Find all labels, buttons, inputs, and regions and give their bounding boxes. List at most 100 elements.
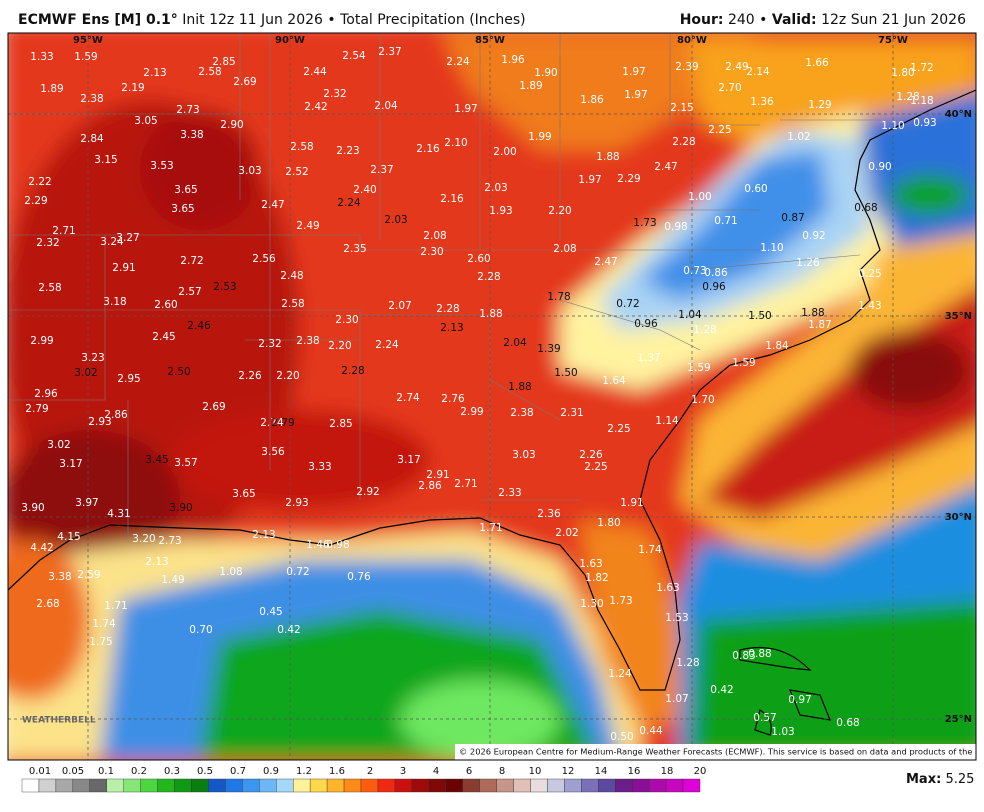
legend-tick: 0.3 (164, 766, 180, 777)
color-swatch (208, 778, 226, 793)
station-value: 2.49 (725, 61, 748, 73)
station-value: 3.24 (100, 236, 124, 248)
station-value: 2.30 (335, 314, 358, 326)
station-value: 2.37 (378, 46, 401, 58)
color-swatch (55, 778, 74, 793)
station-value: 2.76 (441, 393, 465, 405)
station-value: 2.71 (454, 478, 477, 490)
station-value: 2.00 (493, 146, 516, 158)
max-value: 5.25 (945, 772, 974, 787)
lon-label: 95°W (73, 35, 103, 46)
station-value: 2.37 (370, 164, 393, 176)
station-value: 1.97 (624, 89, 647, 101)
station-value: 0.83 (732, 650, 755, 662)
station-value: 1.80 (597, 517, 620, 529)
station-value: 2.53 (213, 281, 236, 293)
station-value: 2.15 (670, 102, 693, 114)
station-value: 2.54 (342, 50, 366, 62)
color-swatch (530, 778, 548, 793)
station-value: 1.59 (732, 357, 755, 369)
station-value: 1.39 (537, 343, 560, 355)
station-value: 1.91 (620, 497, 643, 509)
map-frame (7, 32, 977, 761)
legend-tick: 0.7 (230, 766, 246, 777)
station-value: 2.93 (285, 497, 308, 509)
station-value: 3.90 (21, 502, 44, 514)
station-value: 0.57 (753, 712, 776, 724)
station-value: 1.93 (489, 205, 512, 217)
station-value: 2.85 (212, 56, 235, 68)
station-value: 2.22 (28, 176, 51, 188)
legend-tick: 20 (694, 766, 707, 777)
station-value: 4.15 (57, 531, 80, 543)
station-value: 3.02 (74, 367, 97, 379)
station-value: 0.72 (286, 566, 309, 578)
lon-label: 80°W (677, 35, 707, 46)
station-value: 2.03 (484, 182, 507, 194)
color-swatch (411, 778, 430, 793)
station-value: 1.18 (910, 95, 933, 107)
station-value: 0.87 (781, 212, 804, 224)
station-value: 2.79 (271, 417, 294, 429)
station-value: 2.84 (80, 133, 104, 145)
station-value: 1.50 (554, 367, 577, 379)
station-value: 1.04 (678, 309, 702, 321)
station-value: 1.97 (622, 66, 645, 78)
station-value: 2.50 (167, 366, 190, 378)
station-value: 1.88 (801, 307, 824, 319)
color-swatch (428, 778, 446, 793)
color-swatch (89, 778, 107, 793)
station-value: 2.33 (498, 487, 521, 499)
station-value: 2.04 (374, 100, 398, 112)
station-value: 2.93 (88, 416, 111, 428)
station-value: 2.71 (52, 225, 75, 237)
station-value: 2.28 (341, 365, 364, 377)
station-value: 1.28 (896, 91, 919, 103)
color-swatch (462, 778, 480, 793)
station-value: 0.42 (277, 624, 300, 636)
station-value: 2.16 (416, 143, 440, 155)
station-value: 2.38 (80, 93, 103, 105)
station-value: 2.26 (238, 370, 262, 382)
station-value: 1.73 (609, 595, 632, 607)
station-value: 1.70 (691, 394, 714, 406)
station-value: 2.25 (708, 124, 731, 136)
station-value: 1.64 (602, 375, 626, 387)
station-value: 1.59 (687, 362, 710, 374)
station-value: 2.96 (34, 388, 58, 400)
station-value: 2.24 (375, 339, 399, 351)
color-swatch (377, 778, 396, 793)
station-value: 1.10 (760, 242, 783, 254)
legend-tick: 3 (400, 766, 406, 777)
color-swatch (106, 778, 124, 793)
legend-tick: 18 (661, 766, 674, 777)
station-value: 1.00 (688, 191, 711, 203)
station-value: 2.60 (467, 253, 490, 265)
station-value: 3.05 (134, 115, 157, 127)
station-value: 0.68 (836, 717, 859, 729)
station-value: 0.86 (704, 267, 728, 279)
station-value: 3.53 (150, 160, 173, 172)
station-value: 2.48 (280, 270, 303, 282)
station-value: 2.19 (121, 82, 144, 94)
station-value: 1.63 (579, 558, 602, 570)
station-value: 2.13 (440, 322, 463, 334)
max: Max: 5.25 (906, 772, 974, 787)
color-swatch (496, 778, 514, 793)
station-value: 2.56 (252, 253, 276, 265)
color-swatch (242, 778, 260, 793)
station-value: 2.30 (420, 246, 443, 258)
station-value: 3.23 (81, 352, 104, 364)
station-value: 0.71 (714, 215, 737, 227)
station-value: 3.65 (232, 488, 255, 500)
station-value: 0.25 (858, 268, 881, 280)
legend-tick: 16 (628, 766, 641, 777)
geo-labels: 95°W 90°W 85°W 80°W 75°W 40°N 35°N 30°N 25°N (73, 35, 972, 725)
credit-box (455, 744, 976, 760)
lat-label: 30°N (945, 512, 972, 523)
station-value: 2.39 (675, 61, 698, 73)
color-swatch (38, 778, 57, 793)
station-value: 1.75 (89, 636, 112, 648)
precip-field (8, 33, 976, 760)
